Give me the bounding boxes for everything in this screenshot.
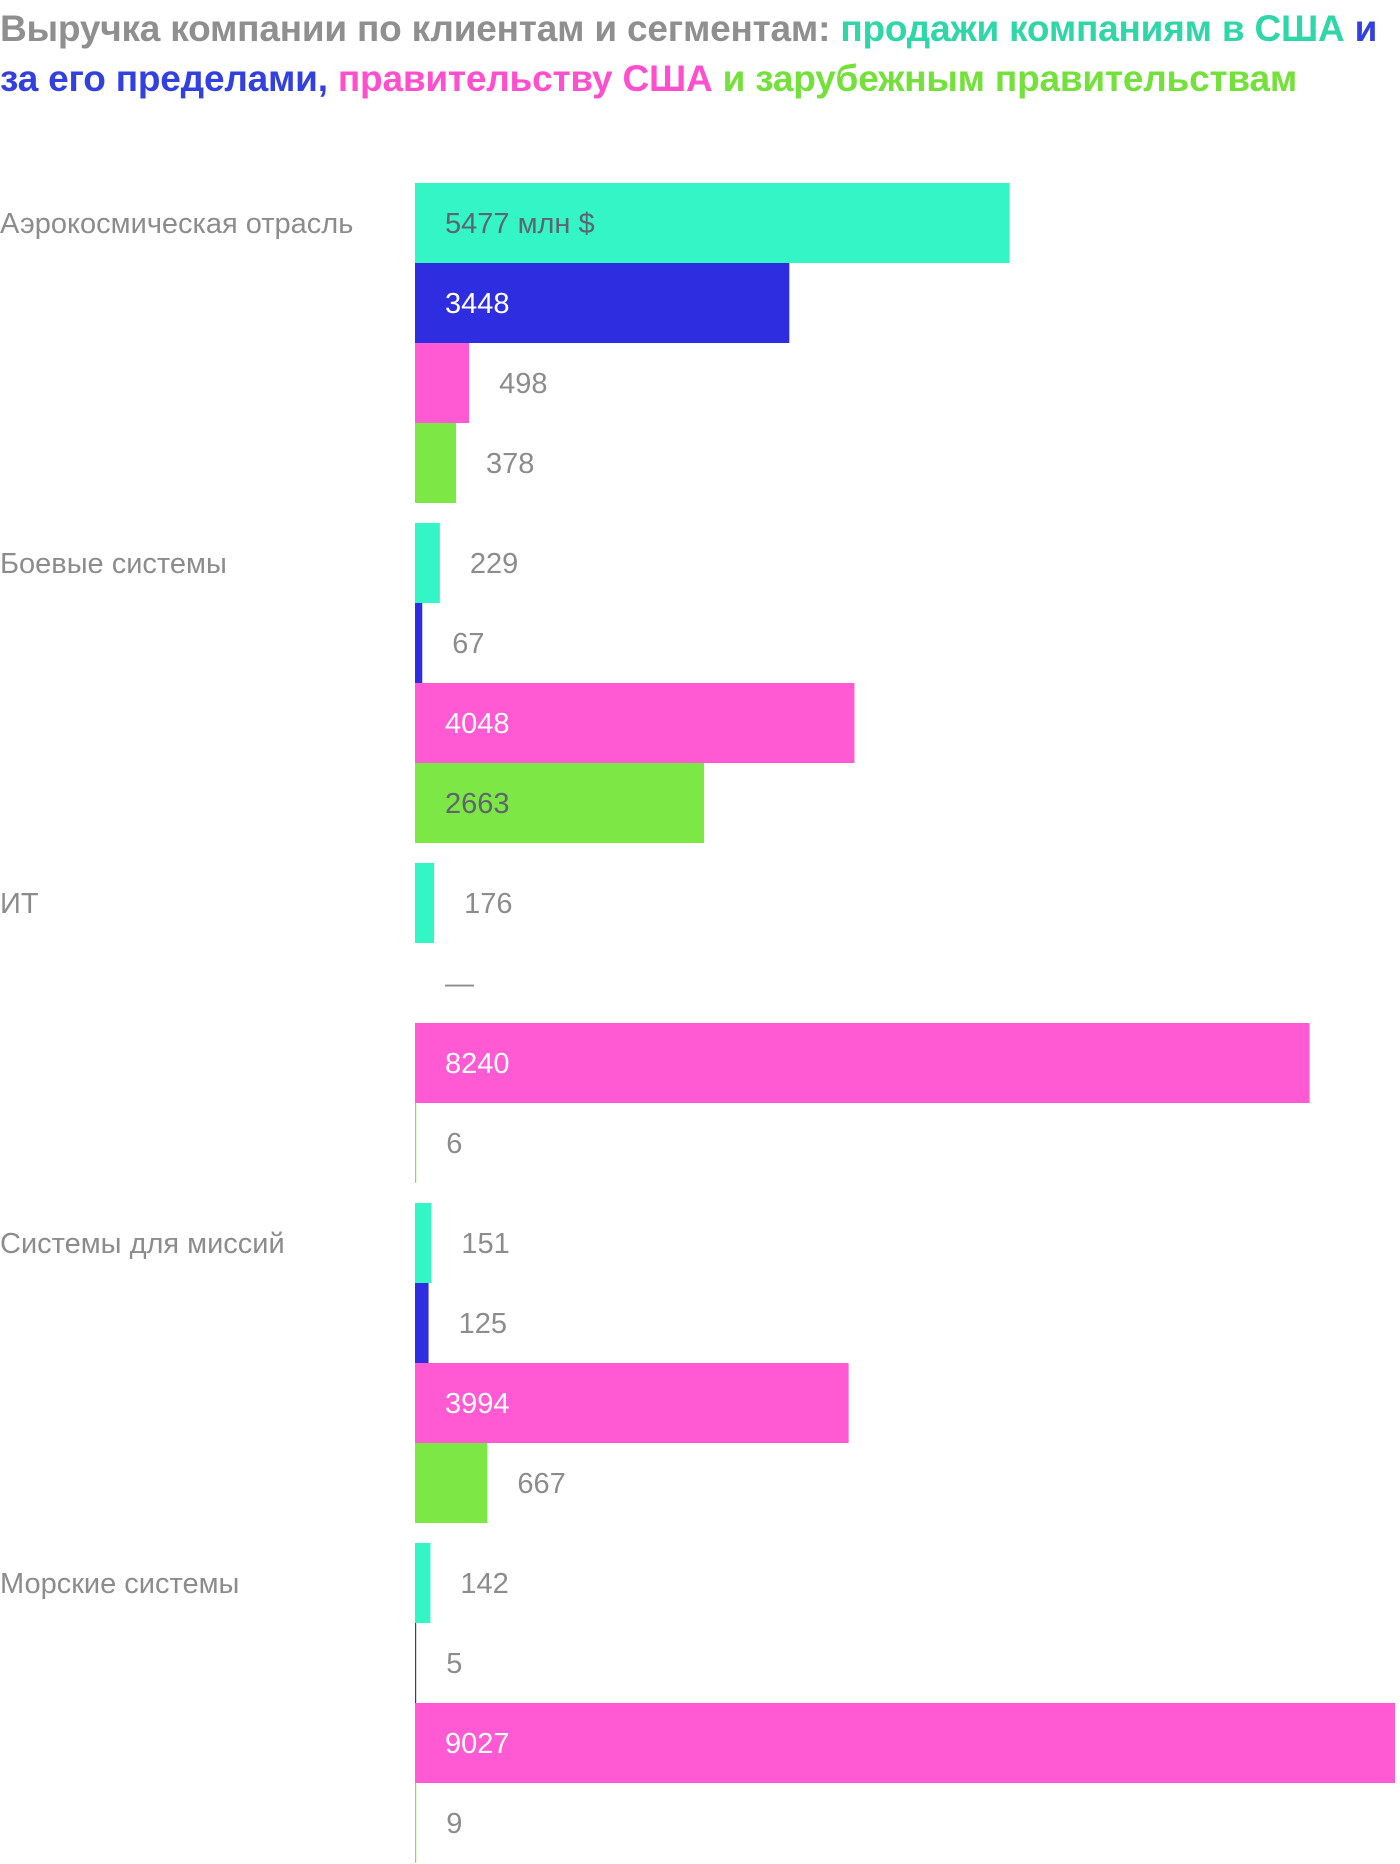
value-label: 125	[459, 1308, 507, 1340]
bar	[415, 263, 790, 343]
bar	[415, 1543, 431, 1623]
bar-chart: Аэрокосмическая отрасль 5477 млн $ 3448 498…	[0, 183, 1395, 1863]
value-label: 378	[486, 448, 534, 480]
value-label: 5477 млн $	[445, 208, 595, 240]
value-label: 498	[499, 368, 547, 400]
bar	[415, 183, 1010, 263]
value-label: 151	[461, 1228, 509, 1260]
category-label: Системы для миссий	[0, 1228, 285, 1260]
bar	[415, 1363, 849, 1443]
bar	[415, 763, 705, 843]
bar	[415, 423, 457, 503]
bar	[415, 603, 423, 683]
bar	[415, 863, 435, 943]
title-part: правительству США	[337, 58, 723, 99]
value-label: 3448	[445, 288, 510, 320]
value-label: 5	[446, 1648, 462, 1680]
value-label: 2663	[445, 788, 510, 820]
category-label: Аэрокосмическая отрасль	[0, 208, 353, 240]
chart-title: Выручка компании по клиентам и сегментам…	[0, 4, 1395, 104]
value-label: 229	[470, 548, 518, 580]
title-part: продажи компаниям в США	[840, 8, 1355, 49]
value-label: 67	[452, 628, 484, 660]
bar	[415, 1023, 1310, 1103]
value-label: 142	[460, 1568, 508, 1600]
value-label: 9027	[445, 1728, 510, 1760]
value-label: 667	[517, 1468, 565, 1500]
bar	[415, 1783, 417, 1863]
bar	[415, 1103, 417, 1183]
bar	[415, 523, 440, 603]
category-label: ИТ	[0, 888, 39, 920]
category-label: Боевые системы	[0, 548, 227, 580]
value-label: 4048	[445, 708, 510, 740]
title-part: и за его пределами,	[0, 8, 1378, 99]
value-label: 6	[446, 1128, 462, 1160]
value-label: 3994	[445, 1388, 510, 1420]
bar	[415, 1623, 417, 1703]
bar	[415, 683, 855, 763]
category-label: Морские системы	[0, 1568, 239, 1600]
value-label: —	[445, 968, 474, 1000]
bar	[415, 1203, 432, 1283]
bar	[415, 1703, 1395, 1783]
value-label: 9	[446, 1808, 462, 1840]
bar	[415, 1443, 488, 1523]
value-label: 8240	[445, 1048, 510, 1080]
bar	[415, 1283, 429, 1363]
bar	[415, 343, 470, 423]
title-part: Выручка компании по клиентам и сегментам…	[0, 8, 841, 49]
value-label: 176	[464, 888, 512, 920]
title-part: и зарубежным правительствам	[722, 58, 1298, 99]
